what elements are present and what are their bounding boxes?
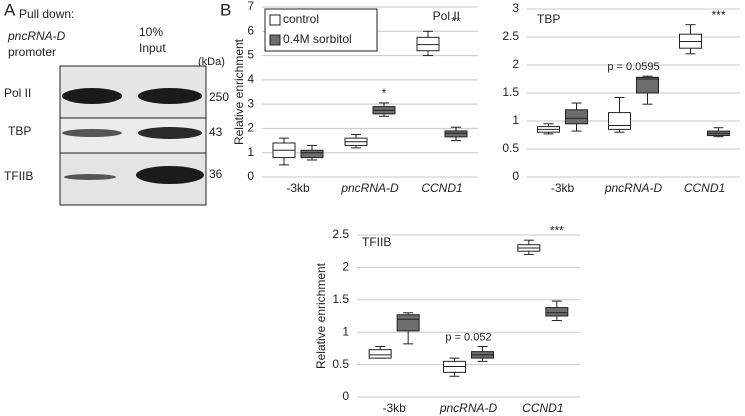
legend-label: control — [283, 12, 319, 26]
y-tick-label: 1 — [512, 113, 519, 127]
box — [608, 112, 631, 130]
chart-title: Pol II — [433, 9, 460, 23]
x-tick-label: CCND1 — [421, 181, 462, 195]
x-tick-label: -3kb — [382, 401, 406, 415]
row-label: Pol II — [4, 86, 31, 100]
y-tick-label: 0 — [512, 169, 519, 183]
annotation: ** — [451, 14, 461, 28]
size-label: 43 — [209, 125, 223, 139]
y-tick-label: 5 — [247, 48, 254, 62]
chart-title: TFIIB — [362, 235, 391, 249]
y-tick-label: 6 — [247, 23, 254, 37]
header-line: 10% — [139, 25, 163, 39]
x-tick-label: pncRNA-D — [340, 181, 399, 195]
y-tick-label: 2.5 — [502, 29, 519, 43]
annotation: *** — [711, 8, 725, 22]
box — [565, 109, 588, 125]
y-axis-label: Relative enrichment — [314, 262, 328, 369]
legend-swatch — [269, 14, 281, 26]
panel-label: B — [220, 0, 231, 19]
annotation: p = 0.052 — [445, 331, 491, 343]
y-axis-label: Relative enrichment — [232, 38, 246, 145]
blot — [59, 65, 207, 206]
y-tick-label: 4 — [247, 72, 254, 86]
chart-title: TBP — [537, 12, 560, 26]
x-tick-label: -3kb — [286, 181, 310, 195]
header-line: promoter — [8, 45, 56, 59]
y-tick-label: 1 — [342, 324, 349, 338]
row-label: TBP — [8, 124, 31, 138]
panel-label: A — [4, 0, 16, 19]
box — [636, 76, 659, 94]
y-tick-label: 0.5 — [332, 357, 349, 371]
y-tick-label: 3 — [247, 96, 254, 110]
box — [396, 314, 420, 332]
size-label: 250 — [209, 90, 229, 104]
legend-frame — [264, 8, 378, 52]
y-tick-label: 0 — [342, 389, 349, 403]
y-tick-label: 2 — [342, 260, 349, 274]
y-tick-label: 1.5 — [332, 292, 349, 306]
size-label: 36 — [209, 167, 223, 181]
y-tick-label: 1.5 — [502, 85, 519, 99]
header-line: pncRNA-D — [7, 29, 66, 43]
box — [444, 130, 468, 138]
x-tick-label: pncRNA-D — [439, 401, 498, 415]
box — [545, 307, 569, 317]
box — [416, 36, 440, 52]
header-line: Pull down: — [19, 7, 74, 21]
box — [368, 349, 392, 359]
y-tick-label: 2 — [247, 121, 254, 135]
y-tick-label: 1 — [247, 145, 254, 159]
legend-swatch — [269, 34, 281, 46]
y-tick-label: 0 — [247, 169, 254, 183]
annotation: * — [382, 86, 387, 100]
annotation: *** — [550, 223, 564, 237]
x-tick-label: -3kb — [551, 181, 575, 195]
x-tick-label: pncRNA-D — [604, 181, 663, 195]
row-label: TFIIB — [4, 169, 33, 183]
header-line: Input — [139, 41, 166, 55]
unit-label: (kDa) — [198, 56, 225, 68]
y-tick-label: 3 — [512, 1, 519, 15]
x-tick-label: CCND1 — [684, 181, 725, 195]
x-tick-label: CCND1 — [522, 401, 563, 415]
y-tick-label: 2.5 — [332, 227, 349, 241]
legend-label: 0.4M sorbitol — [283, 32, 352, 46]
box — [300, 149, 324, 159]
y-tick-label: 0.5 — [502, 141, 519, 155]
annotation: p = 0.0595 — [607, 61, 659, 73]
y-tick-label: 2 — [512, 57, 519, 71]
y-tick-label: 7 — [247, 0, 254, 13]
